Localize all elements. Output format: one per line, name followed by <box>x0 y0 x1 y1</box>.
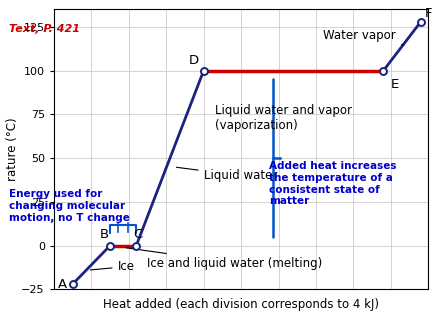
Text: E: E <box>391 78 399 91</box>
Text: Added heat increases
the temperature of a
consistent state of
matter: Added heat increases the temperature of … <box>269 161 397 206</box>
Text: F: F <box>424 7 432 20</box>
Text: Energy used for
changing molecular
motion, no T change: Energy used for changing molecular motio… <box>9 190 130 223</box>
Text: Liquid water: Liquid water <box>177 167 277 182</box>
Text: Text, P. 421: Text, P. 421 <box>9 24 80 34</box>
X-axis label: Heat added (each division corresponds to 4 kJ): Heat added (each division corresponds to… <box>103 298 379 311</box>
Text: D: D <box>189 54 199 67</box>
Text: B: B <box>100 228 109 241</box>
Text: Ice and liquid water (melting): Ice and liquid water (melting) <box>126 248 323 270</box>
Text: Water vapor: Water vapor <box>324 29 403 45</box>
Text: C: C <box>134 228 143 241</box>
Text: Liquid water and vapor
(vaporization): Liquid water and vapor (vaporization) <box>215 104 352 132</box>
Y-axis label: rature (°C): rature (°C) <box>6 118 18 181</box>
Text: A: A <box>58 278 67 291</box>
Text: Ice: Ice <box>90 260 134 273</box>
